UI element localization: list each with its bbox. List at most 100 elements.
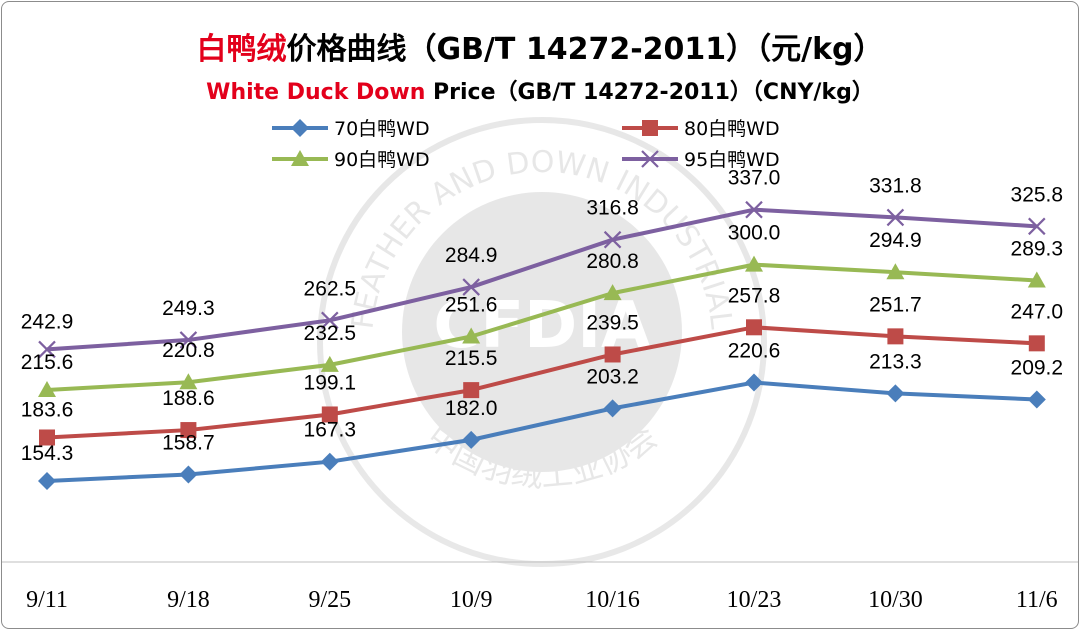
data-label: 203.2 <box>586 365 639 388</box>
series-line-2 <box>46 325 1037 440</box>
series-3-point-8 <box>1027 271 1046 288</box>
series-3 <box>38 255 1046 397</box>
data-label: 249.3 <box>162 297 215 320</box>
series-1-point-1 <box>38 472 56 490</box>
data-label: 215.5 <box>445 347 498 370</box>
series-4-point-3 <box>321 311 339 330</box>
data-label: 284.9 <box>445 244 498 267</box>
legend: 70白鸭WD 80白鸭WD 90白鸭WD 95白鸭WD <box>272 118 780 171</box>
series-3-point-7 <box>886 263 905 280</box>
x-tick-label: 9/25 <box>308 587 351 613</box>
data-labels: 154.3 158.7 167.3 182.0 203.2 220.6 213.3 209.2… <box>21 167 1063 465</box>
legend-item-3: 90白鸭WD <box>272 149 430 171</box>
x-tick-label: 10/30 <box>868 587 923 613</box>
data-label: 247.0 <box>1011 300 1064 323</box>
data-label: 188.6 <box>162 387 215 410</box>
series-4-point-7 <box>886 208 905 227</box>
series-1-point-3 <box>320 452 339 471</box>
legend-label: 80白鸭WD <box>684 118 780 140</box>
series-2-point-5 <box>604 346 621 363</box>
series-line-3 <box>46 262 1037 392</box>
title-en-rest: Price（GB/T 14272-2011）（CNY/kg） <box>425 80 874 105</box>
series-4 <box>38 200 1046 359</box>
legend-item-2: 80白鸭WD <box>622 118 780 140</box>
legend-label: 90白鸭WD <box>334 149 430 171</box>
data-label: 251.6 <box>445 294 498 317</box>
series-3-point-1 <box>38 380 56 397</box>
series-1-point-7 <box>886 384 905 403</box>
legend-label: 95白鸭WD <box>684 149 780 171</box>
series-3-point-3 <box>320 355 339 372</box>
data-label: 199.1 <box>304 371 357 394</box>
series-1-point-4 <box>462 430 481 449</box>
series-1 <box>38 373 1046 490</box>
series-2-point-2 <box>180 422 197 439</box>
series-3-point-5 <box>603 284 622 301</box>
legend-item-1: 70白鸭WD <box>272 118 430 140</box>
data-label: 289.3 <box>1011 238 1064 261</box>
series-2-point-6 <box>746 319 762 336</box>
legend-marker <box>642 120 658 136</box>
data-label: 167.3 <box>304 419 357 442</box>
data-label: 262.5 <box>304 277 357 300</box>
data-label: 183.6 <box>21 398 74 421</box>
series-4-point-4 <box>462 278 480 296</box>
series-4-point-2 <box>179 331 198 349</box>
data-label: 251.7 <box>869 293 922 316</box>
data-label: 300.0 <box>728 222 781 245</box>
x-tick-label: 9/18 <box>167 587 210 613</box>
series-2 <box>39 319 1045 446</box>
series-4-point-6 <box>745 200 763 219</box>
data-label: 257.8 <box>728 284 781 307</box>
data-label: 325.8 <box>1011 183 1064 206</box>
x-axis-tick-labels: 9/11 9/18 9/25 10/9 10/16 10/23 10/30 11/6 <box>26 587 1058 613</box>
series-2-point-8 <box>1028 335 1045 352</box>
chart-title-cn: 白鸭绒价格曲线（GB/T 14272-2011）（元/kg） <box>2 24 1078 68</box>
legend-marker <box>641 150 659 168</box>
series-line-4 <box>46 207 1037 352</box>
data-label: 242.9 <box>21 310 74 333</box>
series-2-point-1 <box>39 429 55 446</box>
series-layer <box>38 200 1046 490</box>
x-tick-label: 10/23 <box>727 587 782 613</box>
watermark-outer-ring <box>317 117 767 567</box>
series-4-point-5 <box>603 230 622 249</box>
data-label: 232.5 <box>304 322 357 345</box>
series-3-point-6 <box>745 255 763 272</box>
series-1-point-8 <box>1027 390 1046 409</box>
data-label: 239.5 <box>586 311 639 334</box>
series-1-point-2 <box>179 465 198 484</box>
data-label: 280.8 <box>586 250 639 273</box>
data-label: 294.9 <box>869 229 922 252</box>
data-label: 337.0 <box>728 167 781 190</box>
data-label: 213.3 <box>869 350 922 373</box>
data-label: 220.8 <box>162 339 215 362</box>
title-cn-highlight: 白鸭绒 <box>196 32 287 67</box>
title-cn-rest: 价格曲线（GB/T 14272-2011）（元/kg） <box>286 32 884 67</box>
x-tick-label: 10/9 <box>450 587 493 613</box>
data-label: 158.7 <box>162 431 215 454</box>
data-label: 316.8 <box>586 197 639 220</box>
x-tick-label: 11/6 <box>1016 587 1058 613</box>
data-label: 182.0 <box>445 397 498 420</box>
series-3-point-2 <box>179 373 198 390</box>
series-2-point-3 <box>321 406 338 423</box>
series-3-point-4 <box>462 327 481 344</box>
chart-title-en: White Duck Down Price（GB/T 14272-2011）（C… <box>2 74 1078 106</box>
series-4-point-8 <box>1028 217 1046 236</box>
legend-marker <box>291 119 309 137</box>
legend-item-4: 95白鸭WD <box>622 149 780 171</box>
legend-marker <box>291 150 309 166</box>
series-4-point-1 <box>38 340 56 359</box>
x-tick-label: 10/16 <box>585 587 640 613</box>
data-label: 215.6 <box>21 351 74 374</box>
title-en-highlight: White Duck Down <box>206 80 426 105</box>
watermark: FEATHER AND DOWN INDUSTRIAL 中国羽绒工业协会 CFD… <box>317 117 767 567</box>
series-2-point-7 <box>887 328 904 345</box>
series-1-point-5 <box>603 399 622 418</box>
x-tick-label: 9/11 <box>26 587 68 613</box>
data-label: 209.2 <box>1011 356 1064 379</box>
legend-label: 70白鸭WD <box>334 118 430 140</box>
